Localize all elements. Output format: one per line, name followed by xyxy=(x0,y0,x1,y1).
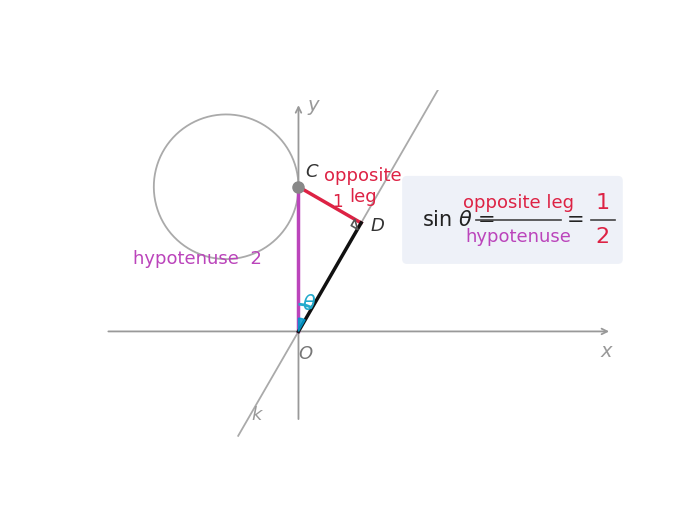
Text: opposite leg: opposite leg xyxy=(463,194,574,212)
Text: hypotenuse  2: hypotenuse 2 xyxy=(134,250,262,268)
Text: 1: 1 xyxy=(596,193,610,213)
FancyBboxPatch shape xyxy=(402,176,623,264)
Text: θ: θ xyxy=(303,295,316,314)
Text: C: C xyxy=(306,163,318,181)
Text: O: O xyxy=(299,345,313,363)
Text: 1: 1 xyxy=(332,193,342,211)
Text: y: y xyxy=(307,96,319,115)
Text: D: D xyxy=(370,217,384,235)
Polygon shape xyxy=(298,318,305,331)
Text: k: k xyxy=(251,406,262,424)
Text: =: = xyxy=(567,210,584,230)
Text: x: x xyxy=(600,342,612,361)
Text: hypotenuse: hypotenuse xyxy=(466,228,571,246)
Text: sin $\it{\theta}$ =: sin $\it{\theta}$ = xyxy=(422,210,496,230)
Text: 2: 2 xyxy=(596,227,610,247)
Text: opposite
leg: opposite leg xyxy=(324,167,402,206)
